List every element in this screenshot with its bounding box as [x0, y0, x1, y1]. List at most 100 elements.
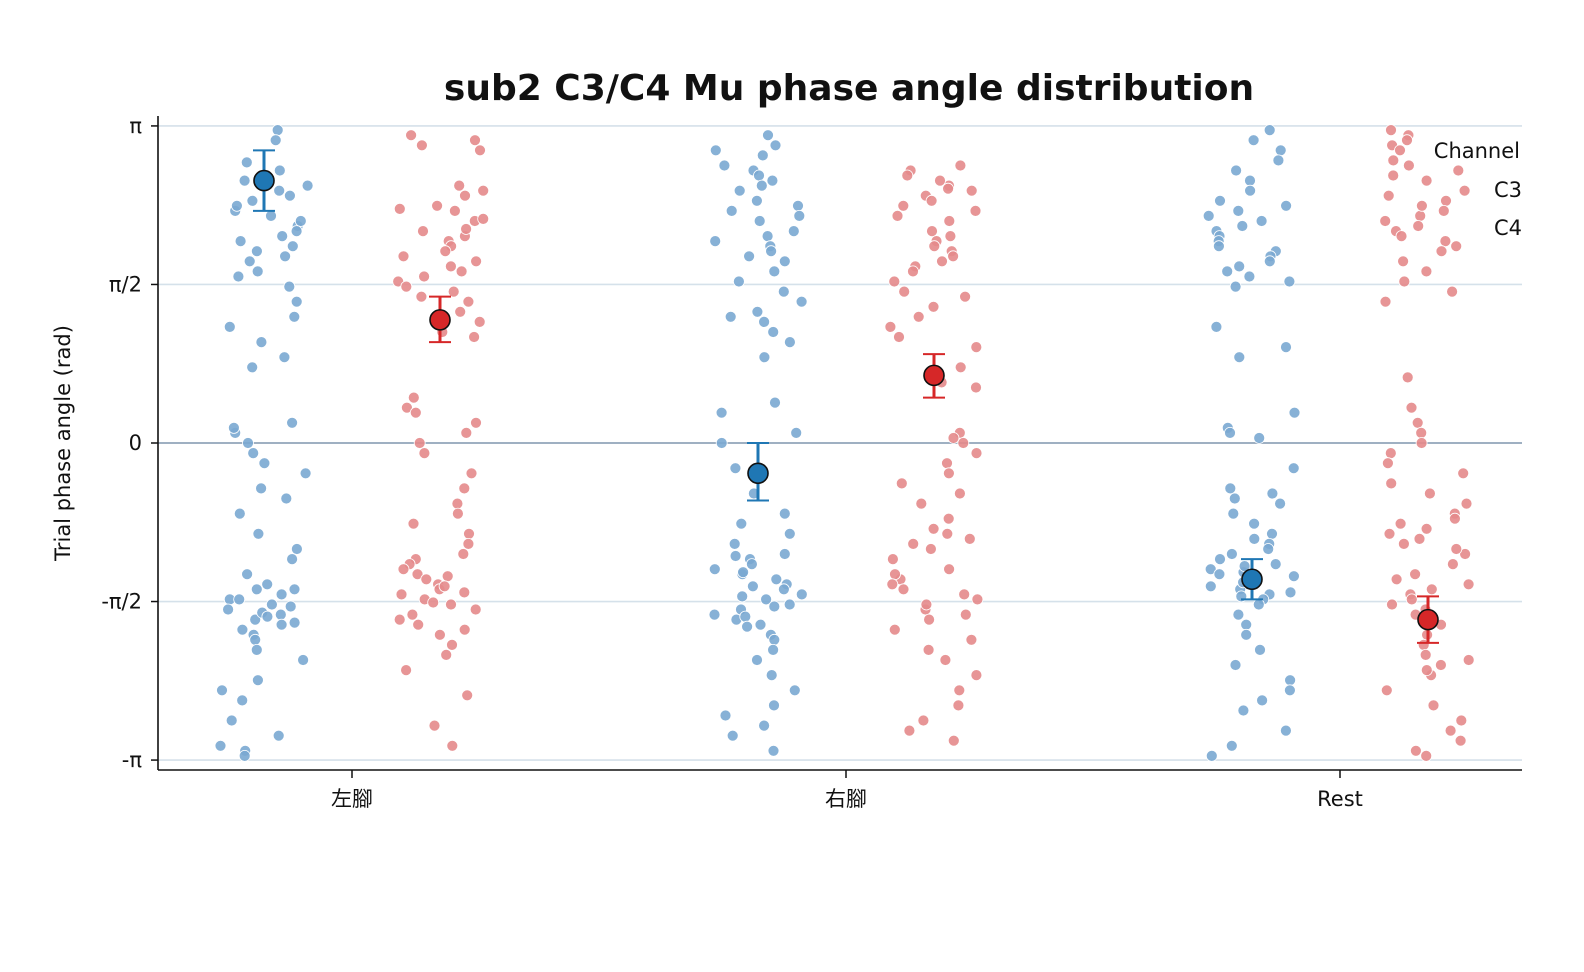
point-c3-0-68: [284, 600, 297, 613]
point-c3-0-38: [280, 492, 293, 505]
point-c4-1-29: [947, 432, 960, 444]
point-c4-1-40: [925, 543, 937, 555]
point-c4-0-45: [420, 573, 433, 586]
point-c4-2-43: [1409, 568, 1421, 581]
point-c4-2-67: [1413, 533, 1426, 545]
point-c4-0-22: [454, 305, 467, 318]
point-c3-0-39: [233, 507, 246, 520]
point-c4-0-57: [446, 639, 458, 651]
point-c4-2-36: [1460, 497, 1473, 510]
point-c4-2-33: [1457, 467, 1470, 480]
point-c3-1-7: [733, 184, 746, 197]
point-c3-1-71: [737, 566, 749, 579]
mean-marker-c3-2: [1241, 568, 1263, 591]
point-c3-0-45: [288, 583, 301, 596]
points-layer: [214, 124, 1475, 762]
point-c3-2-70: [1204, 580, 1217, 593]
point-c4-0-4: [453, 179, 466, 192]
point-c4-1-41: [887, 553, 899, 565]
point-c4-2-56: [1455, 714, 1468, 727]
point-c4-0-68: [458, 586, 471, 599]
point-c4-2-42: [1447, 558, 1459, 570]
point-c3-2-28: [1288, 406, 1301, 419]
point-c3-0-44: [261, 578, 274, 591]
point-c4-0-70: [393, 202, 406, 215]
point-c3-2-5: [1244, 174, 1256, 187]
point-c3-0-12: [283, 189, 296, 202]
point-c4-0-60: [461, 689, 474, 702]
point-c4-0-28: [409, 406, 422, 419]
point-c4-0-23: [473, 315, 486, 328]
point-c4-0-56: [433, 628, 446, 641]
point-c3-2-0: [1263, 124, 1276, 137]
point-c3-0-22: [278, 351, 291, 364]
point-c3-0-28: [250, 245, 263, 258]
point-c3-1-11: [753, 215, 766, 227]
point-c3-0-32: [227, 421, 240, 434]
point-c3-1-58: [765, 669, 778, 681]
point-c4-2-72: [1416, 199, 1428, 212]
point-c3-0-55: [249, 633, 262, 646]
point-c4-0-14: [439, 245, 452, 258]
point-c3-0-48: [265, 598, 278, 611]
point-c4-1-14: [947, 250, 959, 263]
point-c3-2-55: [1240, 618, 1253, 631]
point-c3-2-68: [1284, 586, 1297, 599]
point-c4-1-52: [970, 669, 983, 681]
point-c4-2-18: [1439, 235, 1452, 248]
point-c4-2-7: [1452, 164, 1465, 177]
point-c3-1-3: [756, 149, 769, 162]
point-c4-2-2: [1401, 134, 1413, 147]
point-c4-2-23: [1398, 275, 1411, 288]
point-c4-1-62: [959, 608, 972, 621]
point-c4-1-42: [943, 563, 955, 576]
point-c4-0-33: [465, 467, 478, 480]
point-c3-0-3: [301, 179, 314, 192]
point-c4-1-61: [920, 598, 933, 611]
point-c4-2-69: [1462, 654, 1475, 666]
point-c3-0-4: [273, 164, 286, 177]
point-c3-1-73: [755, 179, 768, 192]
point-c4-0-34: [458, 482, 471, 495]
point-c3-2-62: [1237, 704, 1250, 717]
point-c3-2-26: [1280, 341, 1292, 354]
legend-title: Channel: [1434, 139, 1520, 163]
point-c3-0-57: [297, 654, 310, 666]
point-c3-2-9: [1232, 204, 1245, 217]
point-c4-0-32: [418, 447, 431, 460]
point-c3-1-12: [787, 225, 800, 238]
point-c3-0-1: [240, 156, 253, 169]
point-c3-1-25: [758, 315, 770, 328]
point-c4-1-8: [943, 215, 956, 227]
point-c3-0-27: [290, 225, 303, 238]
point-c3-0-29: [251, 265, 264, 278]
x-tick-label-1: 右腳: [825, 787, 867, 811]
point-c4-0-50: [445, 598, 457, 611]
point-c4-1-7: [969, 204, 982, 217]
point-c3-0-37: [255, 482, 268, 495]
point-c3-0-62: [272, 729, 285, 742]
point-c3-0-60: [236, 694, 249, 707]
point-c3-0-49: [222, 603, 235, 616]
point-c3-1-65: [747, 580, 759, 593]
point-c4-0-43: [397, 563, 410, 576]
point-c3-1-67: [768, 600, 781, 613]
point-c3-2-3: [1272, 154, 1285, 167]
point-c3-2-1: [1247, 134, 1260, 147]
point-c4-1-9: [926, 225, 938, 238]
point-c3-0-33: [242, 437, 254, 449]
point-c4-2-44: [1462, 578, 1475, 591]
point-c3-0-26: [294, 215, 307, 227]
point-c3-1-33: [729, 462, 742, 475]
point-c3-1-72: [718, 159, 731, 172]
point-c4-2-60: [1420, 750, 1433, 762]
point-c4-2-5: [1387, 154, 1400, 167]
point-c3-2-35: [1228, 492, 1241, 505]
point-c4-0-69: [427, 596, 440, 609]
point-c3-2-31: [1253, 432, 1266, 444]
point-c4-1-34: [895, 477, 908, 490]
point-c3-1-6: [766, 174, 779, 187]
point-c4-0-61: [428, 719, 441, 732]
point-c4-0-51: [469, 603, 482, 616]
